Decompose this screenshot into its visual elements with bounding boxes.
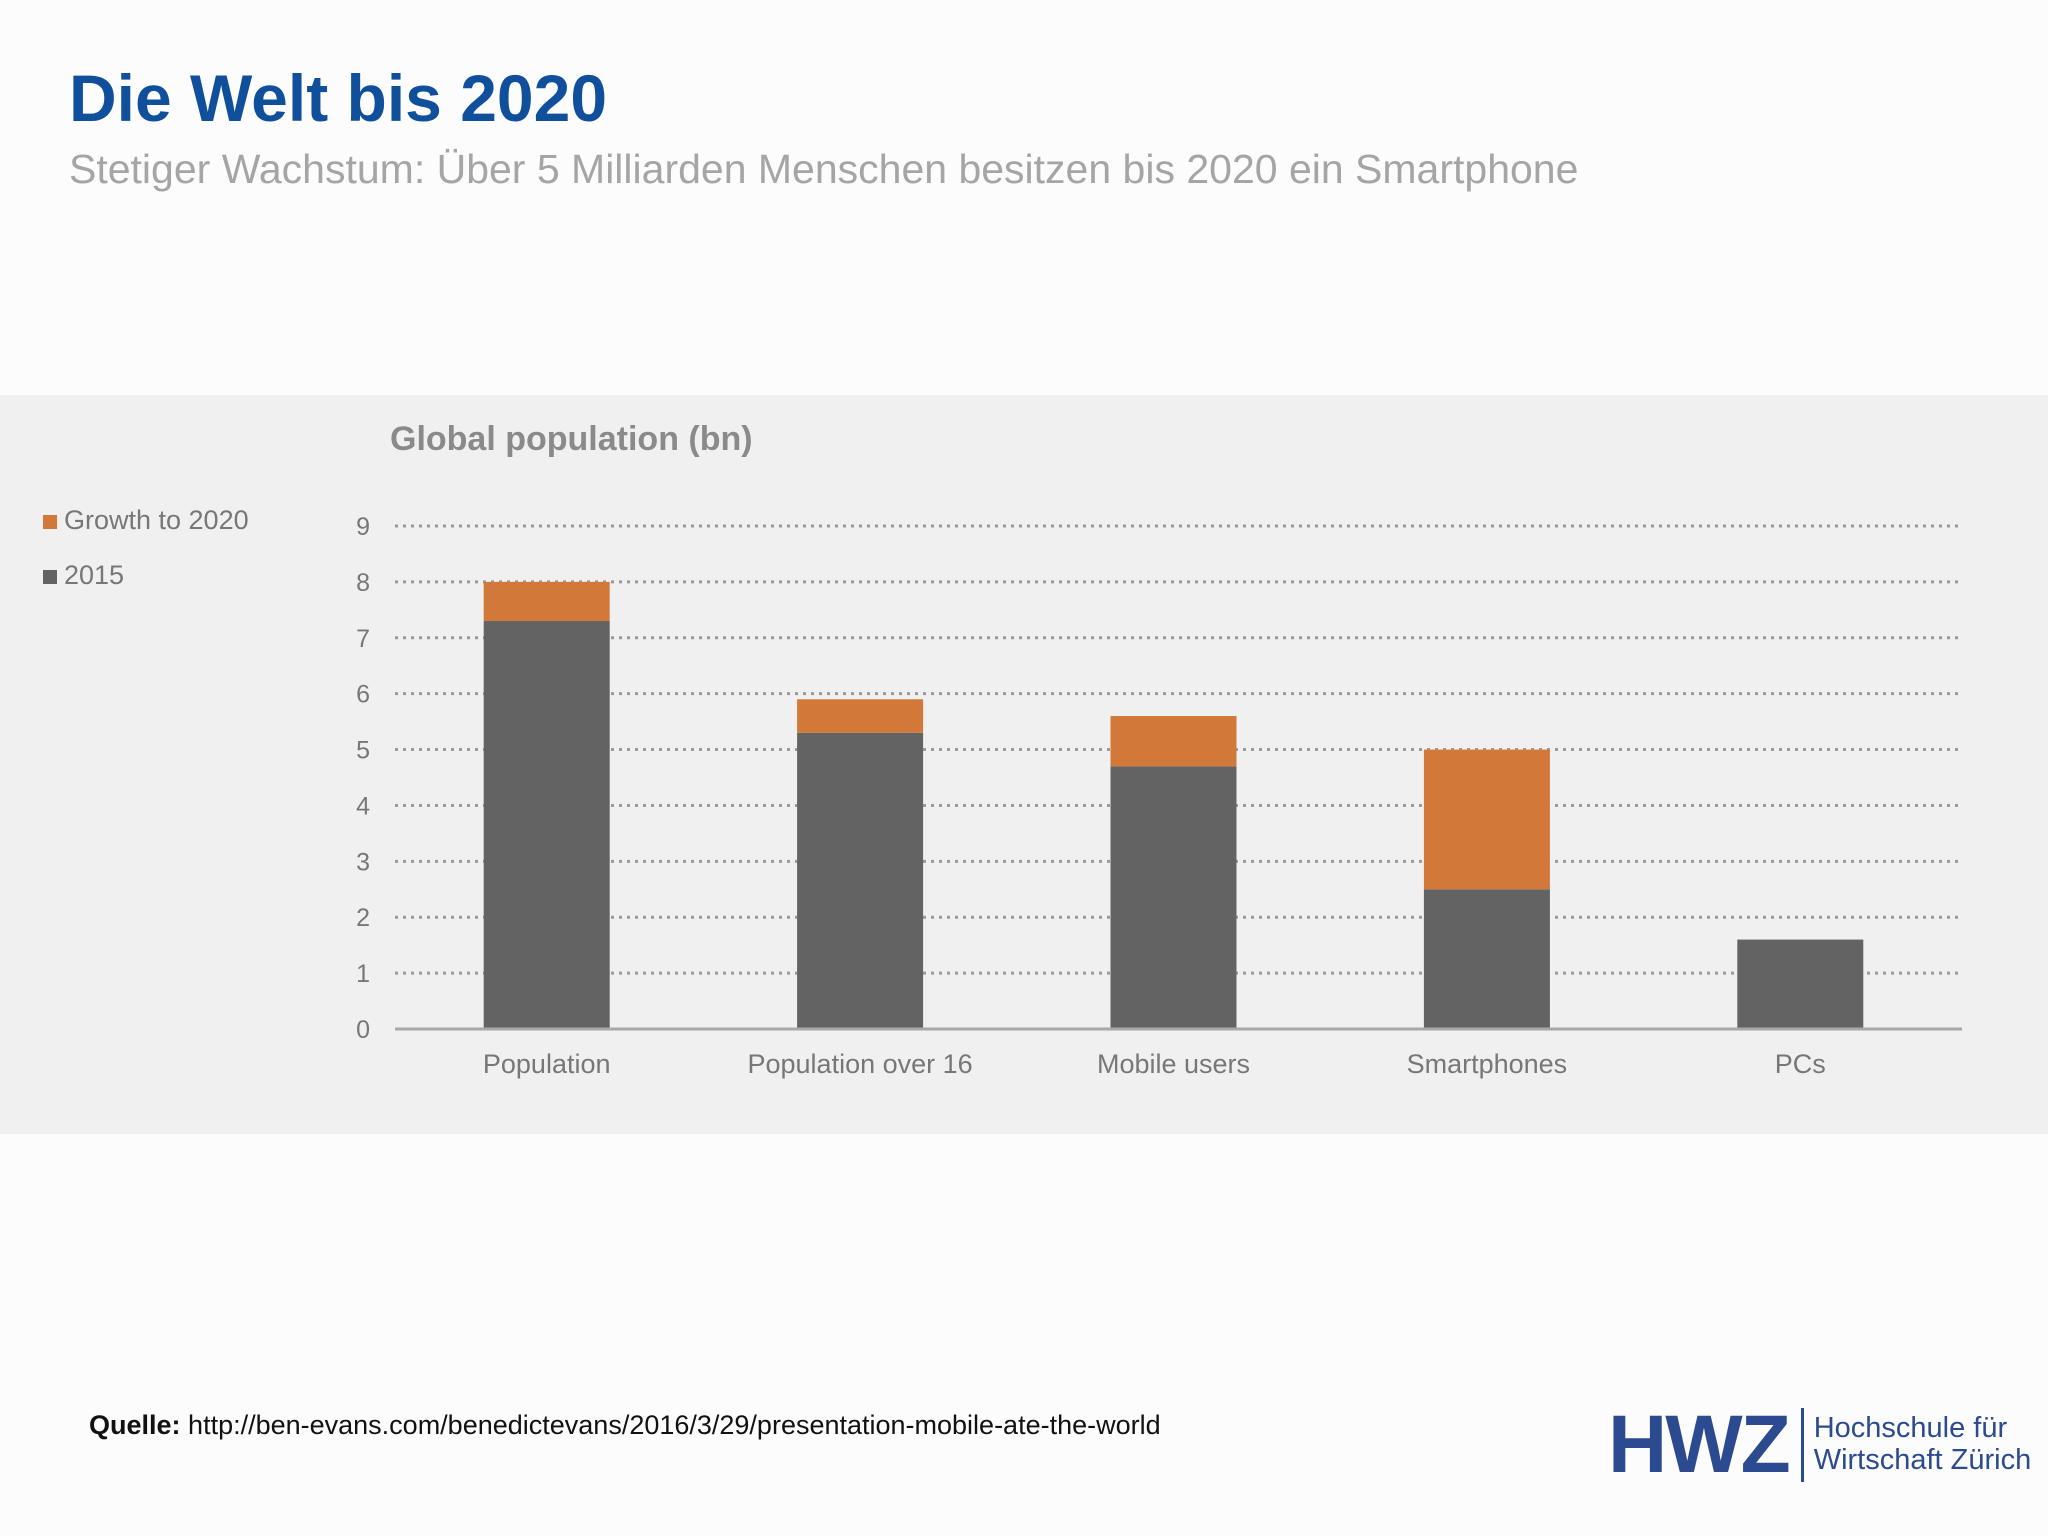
logo-divider (1800, 1408, 1804, 1482)
bar-segment (1110, 766, 1237, 1029)
bar-segment (1737, 939, 1864, 1029)
y-tick-label: 3 (356, 848, 370, 876)
y-tick-label: 1 (356, 960, 370, 988)
bar-segment (1110, 716, 1237, 767)
logo-line-2: Wirtschaft Zürich (1813, 1444, 2032, 1476)
source-citation: Quelle: http://ben-evans.com/benedicteva… (89, 1410, 1161, 1441)
legend-label: Growth to 2020 (64, 505, 249, 535)
x-tick-label: Population (483, 1049, 611, 1079)
bar-segment (1423, 889, 1550, 1029)
bar-segment (483, 621, 610, 1029)
chart-panel: Global population (bn) Growth to 2020 201… (0, 395, 2048, 1134)
source-label: Quelle: (89, 1410, 181, 1440)
logo-line-1: Hochschule für (1813, 1412, 2008, 1445)
bar-segment (797, 732, 924, 1029)
bar-segment (483, 581, 610, 622)
bar-segment (1423, 749, 1550, 890)
y-tick-label: 2 (356, 904, 370, 932)
y-tick-label: 5 (356, 737, 370, 765)
slide-subtitle: Stetiger Wachstum: Über 5 Milliarden Men… (69, 146, 1579, 192)
legend-swatch (43, 570, 57, 584)
x-tick-label: Smartphones (1407, 1049, 1568, 1079)
x-tick-label: PCs (1775, 1049, 1826, 1079)
chart-legend: Growth to 2020 2015 (43, 505, 249, 590)
y-tick-label: 4 (356, 792, 370, 820)
x-axis-labels: Population Population over 16 Mobile users… (483, 1049, 1826, 1079)
y-axis-ticks: 0 1 2 3 4 5 6 7 8 9 (356, 513, 370, 1044)
chart-bars (483, 581, 1864, 1029)
stacked-bar-chart: Global population (bn) Growth to 2020201… (43, 420, 1962, 1079)
legend-label: 2015 (64, 560, 124, 590)
hwz-logo: HWZ Hochschule für Wirtschaft Zürich (1608, 1399, 2032, 1490)
chart-gridlines (395, 524, 1962, 975)
y-tick-label: 9 (356, 513, 370, 541)
x-tick-label: Population over 16 (748, 1049, 973, 1079)
slide-title: Die Welt bis 2020 (69, 61, 608, 135)
x-tick-label: Mobile users (1097, 1049, 1250, 1079)
logo-mark: HWZ (1608, 1399, 1791, 1490)
y-tick-label: 7 (356, 625, 370, 653)
bar-segment (797, 699, 924, 733)
y-tick-label: 6 (356, 681, 370, 709)
y-tick-label: 0 (356, 1016, 370, 1044)
logo-text: Hochschule für Wirtschaft Zürich (1813, 1412, 2032, 1477)
legend-swatch (43, 515, 57, 529)
chart-title: Global population (bn) (390, 420, 753, 458)
y-tick-label: 8 (356, 569, 370, 597)
source-url[interactable]: http://ben-evans.com/benedictevans/2016/… (188, 1410, 1161, 1440)
